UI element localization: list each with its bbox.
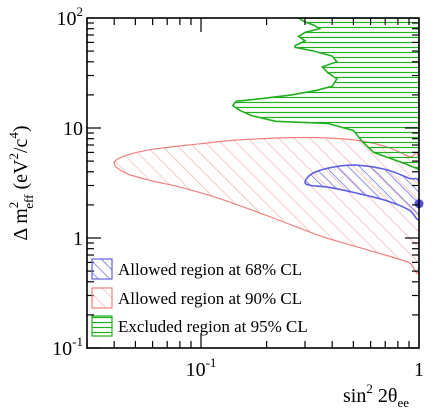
y-tick-label: 102 xyxy=(57,4,84,30)
legend-swatch-allowed-68 xyxy=(91,258,113,280)
y-axis-label: Δ m2eff (eV2/c4) xyxy=(6,125,36,240)
y-tick-label: 10-1 xyxy=(52,334,83,360)
legend-swatch-allowed-90 xyxy=(91,287,113,309)
legend-label-allowed-68: Allowed region at 68% CL xyxy=(118,260,302,279)
y-tick-label: 10 xyxy=(63,118,83,140)
y-tick-labels: 102 10 1 10-1 xyxy=(52,4,83,360)
axes-frame xyxy=(86,17,420,349)
plot-frame xyxy=(86,17,420,349)
x-tick-label: 10-1 xyxy=(186,355,217,381)
legend-swatch-excluded-95 xyxy=(91,315,113,337)
allowed-68-region xyxy=(304,164,419,221)
legend: Allowed region at 68% CL Allowed region … xyxy=(91,258,308,337)
x-tick-labels: 10-1 1 xyxy=(186,355,424,381)
excluded-95-region xyxy=(231,18,419,171)
x-tick-label: 1 xyxy=(414,359,424,381)
y-tick-label: 1 xyxy=(73,228,83,250)
plot-area xyxy=(113,18,419,274)
allowed-90-region xyxy=(113,136,419,274)
legend-label-allowed-90: Allowed region at 90% CL xyxy=(118,289,302,308)
x-axis-label: sin2 2θee xyxy=(343,381,409,410)
legend-label-excluded-95: Excluded region at 95% CL xyxy=(118,317,308,336)
